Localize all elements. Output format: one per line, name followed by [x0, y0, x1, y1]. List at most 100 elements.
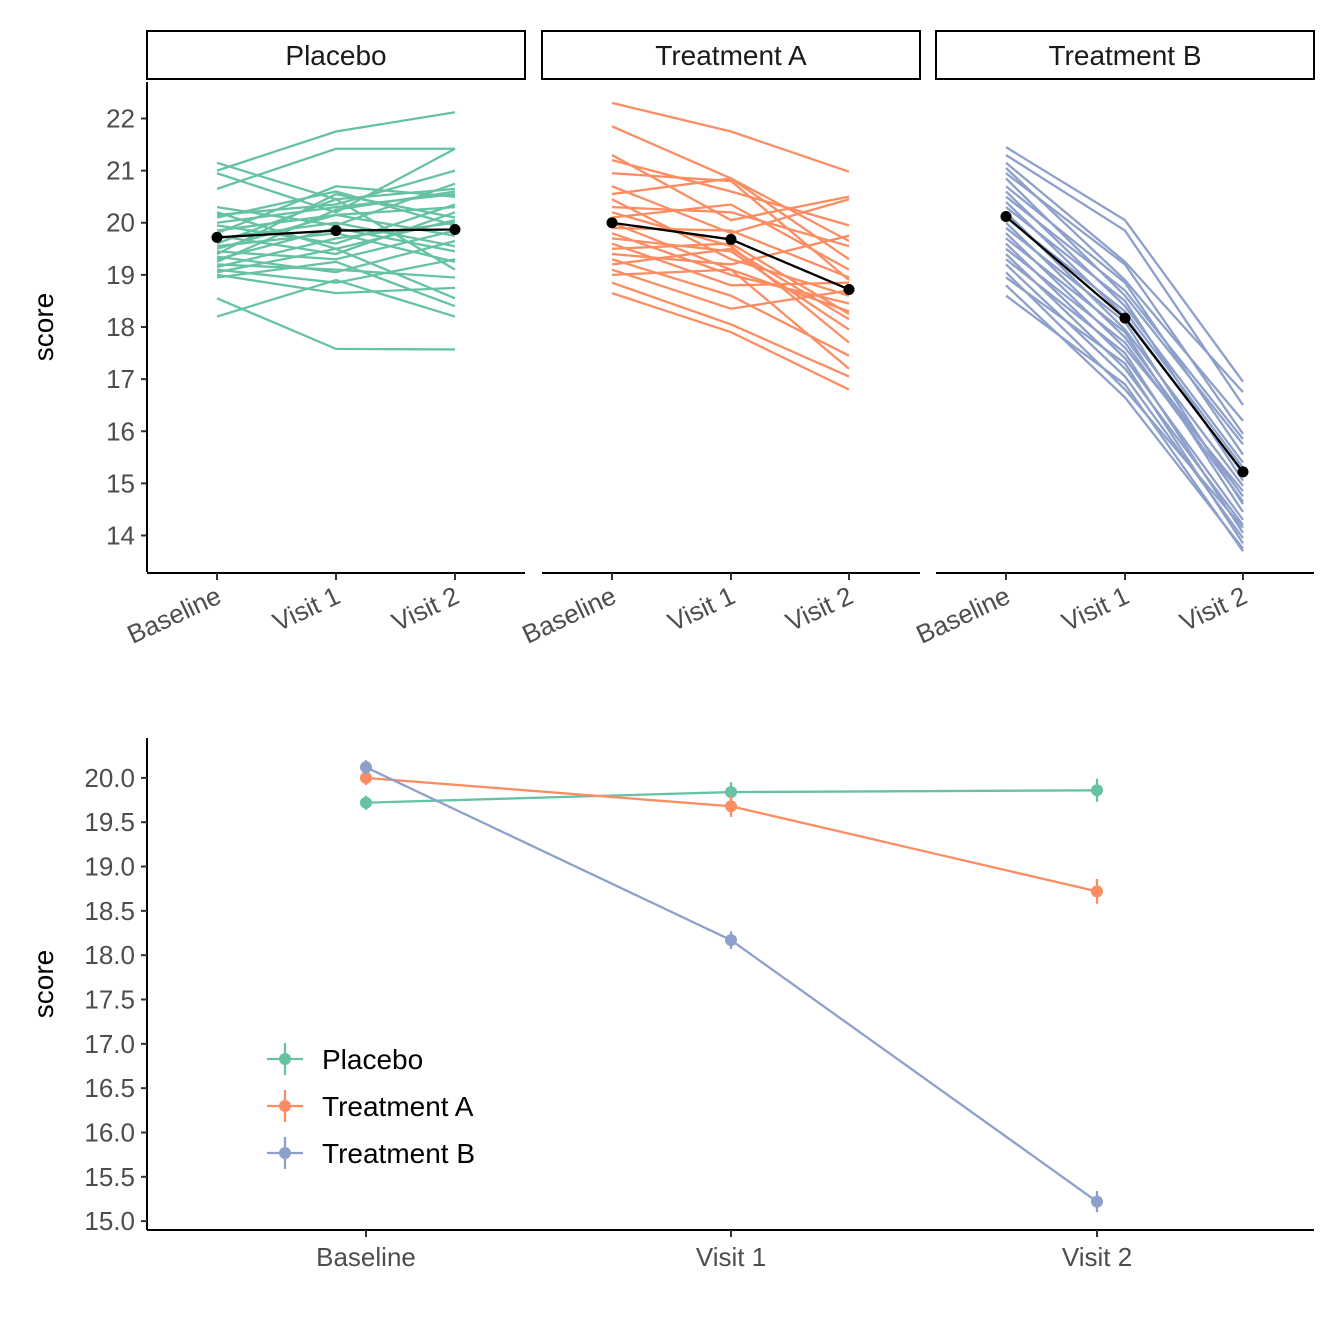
- subject-line: [216, 190, 456, 263]
- facet-panel-treatment-b: Treatment B Baseline Visit 1 Visit 2: [911, 30, 1315, 650]
- data-point: [725, 934, 737, 947]
- y-tick-label: 17.5: [84, 985, 135, 1015]
- subject-line: [611, 205, 850, 248]
- subject-line: [216, 190, 456, 227]
- legend-label: Treatment A: [322, 1091, 474, 1122]
- subject-line: [611, 268, 850, 310]
- facet-panel-treatment-a: Treatment A Baseline Visit 1 Visit 2: [517, 30, 921, 650]
- y-tick-label: 15: [106, 468, 135, 498]
- subject-line: [216, 273, 456, 295]
- subject-line: [611, 101, 850, 173]
- facet-strip-label: Treatment B: [1048, 40, 1201, 71]
- y-tick-label: 16.0: [84, 1117, 135, 1147]
- x-tick-label: Baseline: [122, 580, 225, 649]
- x-tick-label: Baseline: [517, 580, 620, 649]
- x-tick-label: Visit 1: [1057, 580, 1133, 637]
- y-tick-label: 18.0: [84, 940, 135, 970]
- subject-line: [216, 263, 456, 279]
- data-point: [360, 796, 372, 809]
- subject-line: [611, 234, 850, 266]
- mean-point: [211, 231, 223, 243]
- subject-line: [1005, 167, 1244, 422]
- subject-line: [216, 297, 456, 351]
- subject-line: [1005, 211, 1244, 487]
- y-tick-label: 16: [106, 416, 135, 446]
- series-treatment-a: [360, 770, 1103, 904]
- subject-line: [611, 281, 850, 378]
- series-line: [365, 766, 1098, 1203]
- y-tick-label: 18.5: [84, 896, 135, 926]
- faceted-subject-trajectories-chart: 14 15 16 17 18 19 20 21 22 score Placebo Baseline Vi…: [28, 30, 1315, 650]
- subject-line: [1005, 161, 1244, 393]
- y-tick-label: 20.0: [84, 763, 135, 793]
- subject-line: [1005, 247, 1244, 503]
- subject-line: [216, 203, 456, 245]
- subject-line: [216, 221, 456, 269]
- mean-point: [1000, 210, 1012, 222]
- x-tick-label: Visit 1: [696, 1242, 766, 1272]
- facet-strip-label: Placebo: [285, 40, 386, 71]
- y-tick-label: 18: [106, 312, 135, 342]
- mean-point: [606, 217, 618, 229]
- subject-line: [611, 177, 850, 261]
- series-treatment-b: [360, 760, 1103, 1213]
- facet-strip: [935, 30, 1315, 80]
- subject-line: [1005, 237, 1244, 513]
- subject-line: [216, 278, 456, 318]
- legend-item-treatment-b: Treatment B: [267, 1137, 475, 1169]
- data-point: [360, 761, 372, 774]
- subject-line: [1005, 146, 1244, 383]
- y-tick-label: 19.5: [84, 807, 135, 837]
- y-tick-label: 22: [106, 103, 135, 133]
- subject-line: [1005, 294, 1244, 552]
- y-tick-label: 20: [106, 208, 135, 238]
- subject-line: [611, 211, 850, 344]
- subject-line: [216, 258, 456, 284]
- y-tick-label: 14: [106, 521, 135, 551]
- subject-line: [611, 292, 850, 391]
- series-placebo: [360, 778, 1103, 810]
- subject-line: [611, 185, 850, 235]
- legend-key-point: [279, 1053, 291, 1065]
- x-tick-label: Visit 2: [1062, 1242, 1132, 1272]
- subject-line: [1005, 154, 1244, 406]
- x-tick-label: Baseline: [316, 1242, 416, 1272]
- data-point: [360, 771, 372, 784]
- legend-key-point: [279, 1147, 291, 1159]
- legend-label: Placebo: [322, 1044, 423, 1075]
- subject-line: [1005, 216, 1244, 469]
- subject-line: [1005, 190, 1244, 464]
- y-tick-label: 16.5: [84, 1073, 135, 1103]
- y-tick-label: 19.0: [84, 852, 135, 882]
- subject-line: [216, 111, 456, 172]
- subject-line: [1005, 172, 1244, 435]
- y-tick-label: 17: [106, 364, 135, 394]
- mean-point: [843, 283, 855, 295]
- subject-line: [216, 187, 456, 245]
- y-tick-label: 17.0: [84, 1029, 135, 1059]
- y-tick-label: 15.5: [84, 1162, 135, 1192]
- y-tick-label: 21: [106, 156, 135, 186]
- data-point: [725, 800, 737, 813]
- y-axis-title: score: [28, 293, 59, 361]
- subject-line: [216, 260, 456, 308]
- subject-line: [1005, 227, 1244, 505]
- subject-line: [611, 125, 850, 243]
- subject-line: [1005, 242, 1244, 521]
- subject-line: [611, 268, 850, 370]
- subject-line: [216, 147, 455, 190]
- x-tick-label: Visit 2: [1175, 580, 1251, 637]
- facet-strip: [146, 30, 526, 80]
- legend-label: Treatment B: [322, 1138, 475, 1169]
- subject-line: [611, 242, 850, 315]
- subject-line: [216, 147, 456, 214]
- subject-line: [216, 229, 456, 261]
- y-tick-label: 15.0: [84, 1206, 135, 1236]
- legend-item-placebo: Placebo: [267, 1043, 423, 1075]
- x-tick-label: Visit 1: [663, 580, 739, 637]
- subject-line: [1005, 284, 1244, 550]
- subject-line: [1005, 232, 1244, 492]
- facet-panel-placebo: Placebo Baseline Visit 1 Visit 2: [122, 30, 526, 650]
- x-tick-label: Visit 2: [781, 580, 857, 637]
